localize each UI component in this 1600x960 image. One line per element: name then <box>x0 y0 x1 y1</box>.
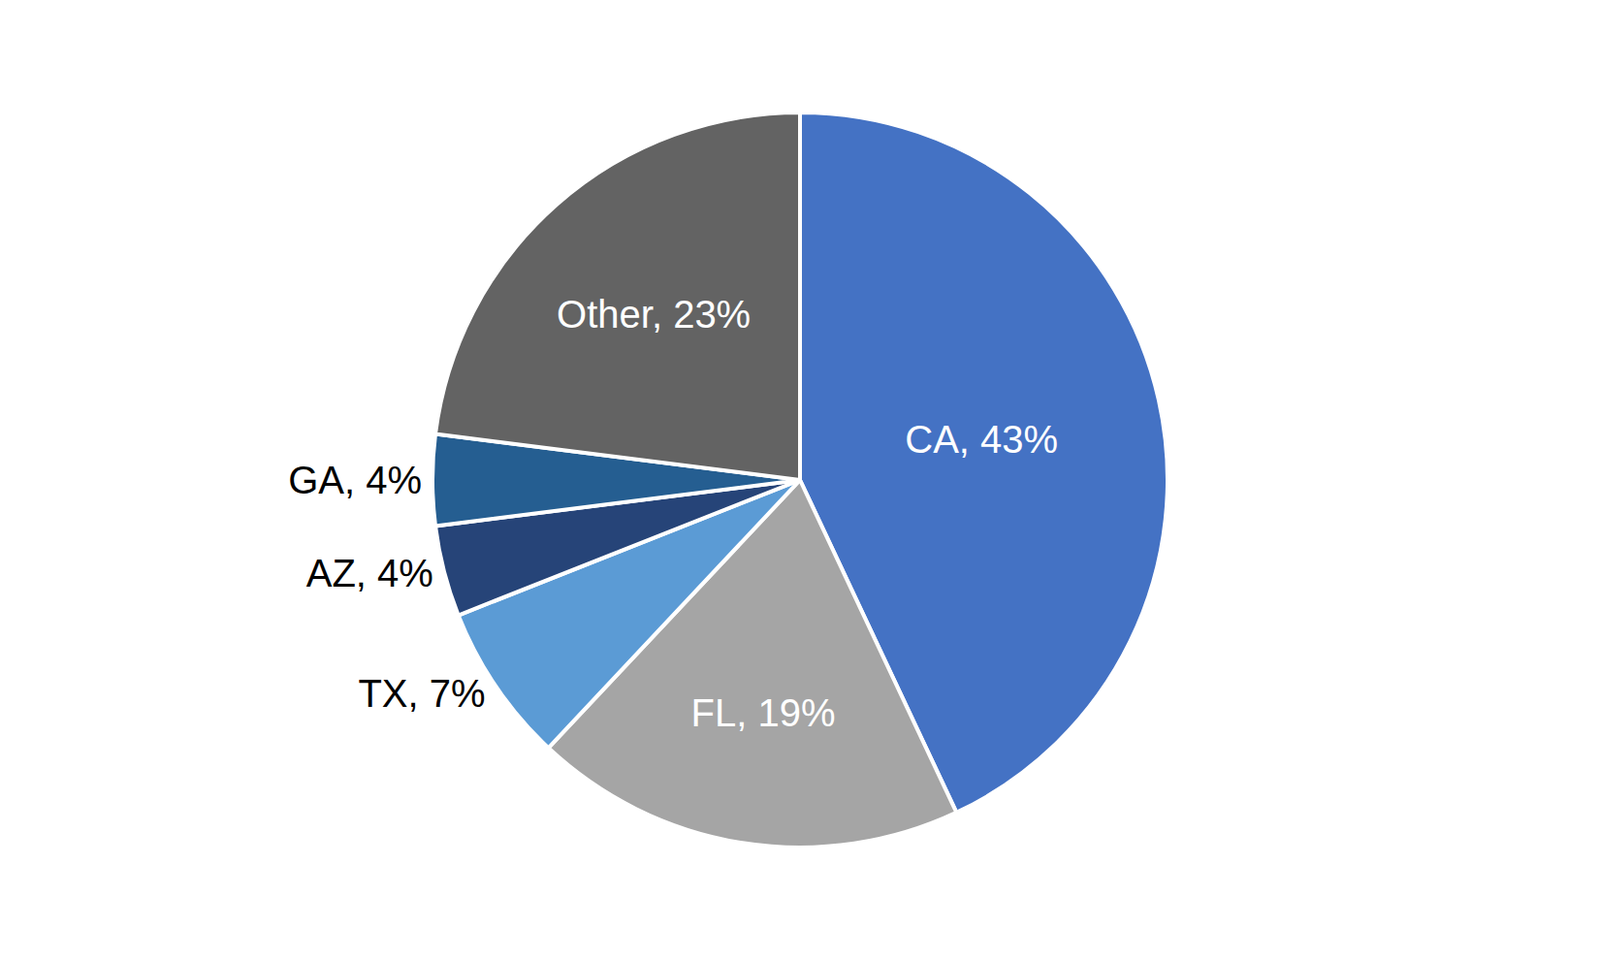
svg-text:GA, 4%: GA, 4% <box>288 458 422 502</box>
svg-text:CA, 43%: CA, 43% <box>904 417 1058 461</box>
svg-text:Other, 23%: Other, 23% <box>556 292 751 336</box>
svg-text:TX, 7%: TX, 7% <box>357 672 485 715</box>
svg-text:FL, 19%: FL, 19% <box>691 691 836 735</box>
svg-text:AZ, 4%: AZ, 4% <box>306 551 434 595</box>
